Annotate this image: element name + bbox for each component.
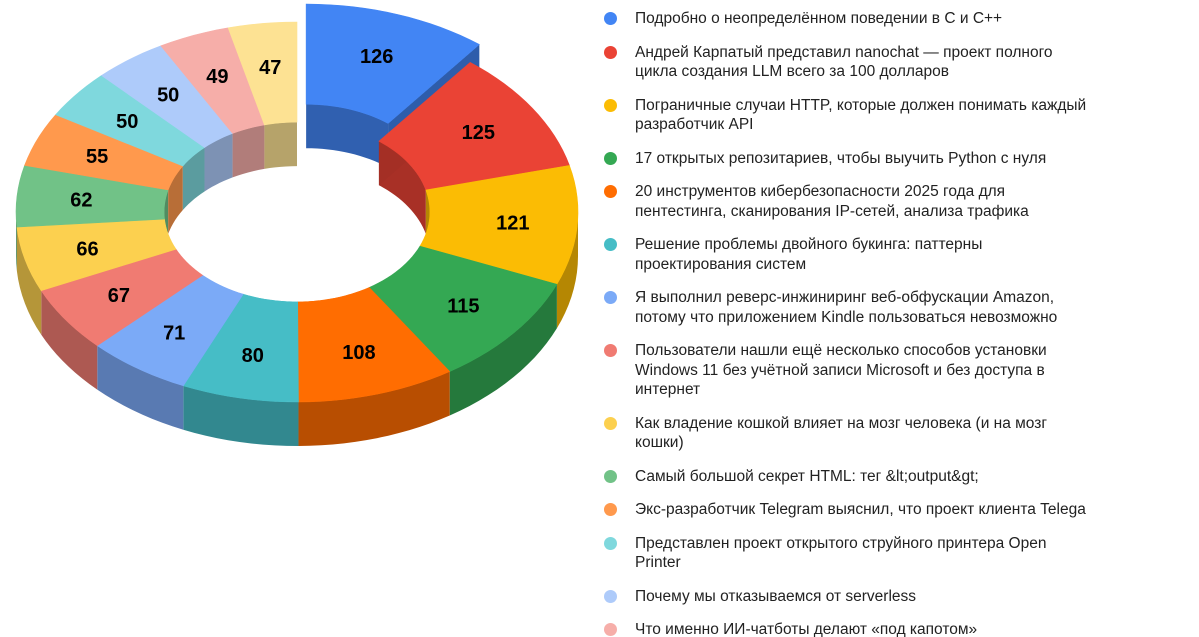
outer-walls-layer (16, 212, 578, 446)
slice-value-label: 50 (116, 111, 138, 133)
slice-value-label: 50 (157, 85, 179, 107)
legend-label: Пользователи нашли ещё несколько способо… (635, 342, 1047, 398)
slice-value-label: 55 (86, 146, 108, 168)
legend-item: Почему мы отказываемся от serverless (604, 587, 1091, 607)
legend-label: Как владение кошкой влияет на мозг челов… (635, 414, 1048, 452)
legend-color-dot (604, 536, 617, 550)
top-faces-layer (15, 3, 579, 403)
legend-color-dot (604, 98, 617, 112)
pie-slice-inner-wall (168, 165, 183, 234)
slice-value-label: 66 (76, 239, 98, 261)
pie-slice-outer-wall (556, 212, 578, 329)
slice-value-label: 115 (447, 296, 479, 318)
pie-slice-inner-wall (232, 124, 265, 178)
legend-item: Подробно о неопределённом поведении в C … (604, 9, 1091, 29)
pie-slice[interactable] (305, 3, 480, 124)
legend-label: Представлен проект открытого струйного п… (635, 534, 1047, 572)
legend-item: Представлен проект открытого струйного п… (604, 534, 1091, 573)
legend-color-dot (604, 238, 617, 251)
pie-slice-outer-wall (449, 284, 557, 416)
legend-item: Что именно ИИ-чатботы делают «под капото… (604, 620, 1091, 637)
legend-label: Андрей Карпатый представил nanochat — пр… (635, 43, 1053, 81)
pie-slice-inner-wall (264, 122, 297, 169)
labels-layer: 126 125 121 115 108 80 71 67 66 62 55 50 50 49 47 (70, 46, 529, 367)
legend-color-dot (604, 185, 617, 198)
pie-slice-outer-wall (41, 290, 98, 390)
legend-label: 17 открытых репозитариев, чтобы выучить … (635, 149, 1047, 167)
legend-label: Пограничные случаи HTTP, которые должен … (635, 96, 1087, 134)
legend-label: Что именно ИИ-чатботы делают «под капото… (635, 621, 978, 637)
legend-color-dot (604, 151, 617, 165)
legend-item: 20 инструментов кибербезопасности 2025 г… (604, 182, 1091, 221)
legend-item: Экс-разработчик Telegram выяснил, что пр… (604, 500, 1091, 520)
legend-color-dot (604, 344, 617, 357)
pie-slice-outer-wall (298, 371, 450, 446)
legend-color-dot (604, 45, 617, 59)
legend-label: Почему мы отказываемся от serverless (635, 587, 917, 605)
legend-label: Решение проблемы двойного букинга: патте… (635, 236, 983, 273)
legend-color-dot (604, 291, 617, 304)
legend-item: Андрей Карпатый представил nanochat — пр… (604, 43, 1091, 82)
legend-item: Пограничные случаи HTTP, которые должен … (604, 96, 1091, 135)
pie-slice-inner-wall (204, 133, 233, 192)
legend-item: Я выполнил реверс-инжиниринг веб-обфуска… (604, 288, 1091, 327)
legend-item: Как владение кошкой влияет на мозг челов… (604, 414, 1091, 453)
legend-color-dot (604, 503, 617, 516)
slice-value-label: 47 (259, 57, 281, 79)
legend-label: Я выполнил реверс-инжиниринг веб-обфуска… (635, 289, 1058, 326)
legend-color-dot (604, 623, 617, 636)
pie-slice-outer-wall (183, 385, 299, 446)
slice-value-label: 125 (462, 122, 495, 144)
slice-value-label: 71 (163, 323, 185, 345)
legend-color-dot (604, 589, 617, 603)
pie-slice-inner-wall (306, 104, 389, 168)
inner-walls-layer (164, 104, 430, 256)
legend-color-dot (604, 12, 617, 25)
slice-value-label: 67 (108, 285, 130, 307)
legend-item: Пользователи нашли ещё несколько способо… (604, 341, 1091, 400)
slice-value-label: 49 (206, 66, 228, 88)
donut-3d-chart: 126 125 121 115 108 80 71 67 66 62 55 50 50 49 47 (15, 3, 579, 446)
legend-item: Самый большой секрет HTML: тег &lt;outpu… (604, 467, 1091, 487)
legend-item: Решение проблемы двойного букинга: патте… (604, 235, 1091, 274)
slice-value-label: 121 (496, 212, 529, 234)
legend-color-dot (604, 416, 617, 430)
legend-label: Подробно о неопределённом поведении в C … (635, 10, 1003, 27)
legend-label: Самый большой секрет HTML: тег &lt;outpu… (635, 467, 979, 485)
chart-legend: Подробно о неопределённом поведении в C … (604, 9, 1091, 637)
slice-value-label: 126 (360, 46, 393, 68)
pie-slice-outer-wall (97, 345, 184, 430)
legend-item: 17 открытых репозитариев, чтобы выучить … (604, 149, 1091, 169)
pie-slice-inner-wall (182, 147, 205, 210)
pie-slice[interactable] (227, 21, 298, 126)
legend-label: Экс-разработчик Telegram выяснил, что пр… (635, 501, 1086, 518)
legend-color-dot (604, 469, 617, 483)
slice-value-label: 62 (70, 190, 92, 212)
legend-label: 20 инструментов кибербезопасности 2025 г… (635, 183, 1029, 220)
slice-value-label: 108 (342, 342, 375, 364)
slice-value-label: 80 (242, 345, 264, 367)
